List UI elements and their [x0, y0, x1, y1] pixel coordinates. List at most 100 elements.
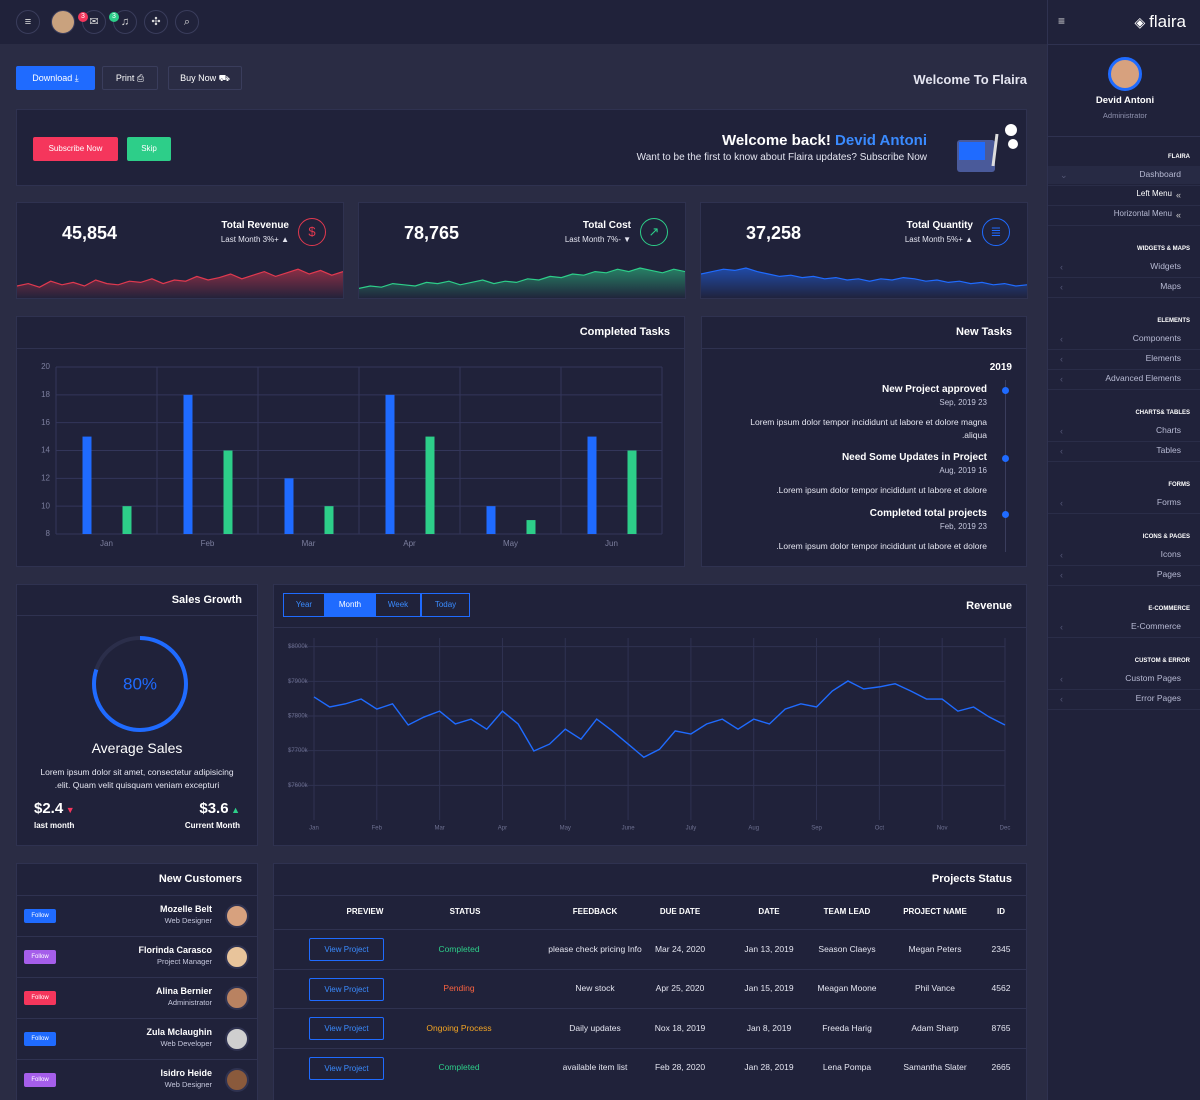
section-title: ICONS & PAGES: [1142, 534, 1190, 540]
menu-item[interactable]: Advanced Elements: [1105, 373, 1181, 383]
customer-role: Web Developer: [160, 1039, 212, 1049]
icon-button[interactable]: ♫: [113, 10, 137, 34]
button-label: Print: [115, 73, 135, 83]
chevron: ‹: [1060, 497, 1063, 508]
section-title: ELEMENTS: [1157, 318, 1190, 324]
badge: 3: [78, 12, 88, 22]
table-cell: Mar 24, 2020: [654, 943, 706, 954]
table-header: ID: [997, 907, 1005, 916]
sidebar-header-divider: [1047, 44, 1200, 45]
item-divider: [1048, 585, 1200, 586]
panel-title: New Customers: [158, 872, 242, 885]
avatar[interactable]: [51, 10, 75, 34]
task-date: Feb, 2019 23: [939, 522, 987, 531]
menu-item[interactable]: Dashboard: [1139, 169, 1181, 179]
chevron: ⌄: [1060, 169, 1068, 180]
view-project-button[interactable]: View Project: [309, 1017, 384, 1040]
customers-panel: [16, 863, 258, 1100]
icon-button[interactable]: ✣: [144, 10, 168, 34]
donut: 80%: [92, 636, 188, 732]
item-divider: [1048, 349, 1200, 350]
view-project-button[interactable]: View Project: [309, 977, 384, 1001]
follow-button[interactable]: Follow: [24, 1032, 56, 1046]
revenue-line: [313, 680, 1006, 759]
bubble: [1008, 139, 1018, 149]
button-label: Download: [32, 73, 73, 83]
sales-heading: Average Sales: [91, 740, 183, 756]
user-name: Devid Antoni: [835, 131, 927, 149]
menu-item[interactable]: Widgets: [1150, 261, 1181, 271]
row-divider: [273, 1008, 1027, 1009]
avatar: [225, 986, 249, 1010]
follow-button[interactable]: Follow: [24, 950, 56, 964]
donut-arc: [92, 636, 188, 732]
task-title: Completed total projects: [869, 508, 987, 519]
toolbar-button[interactable]: Print ⎙: [102, 66, 158, 90]
menu-item[interactable]: Custom Pages: [1125, 673, 1181, 683]
chevron: ‹: [1060, 281, 1063, 292]
customer-name: Isidro Heide: [160, 1067, 212, 1078]
row-divider: [16, 1059, 258, 1060]
chevron: ‹: [1060, 353, 1063, 364]
follow-button[interactable]: Follow: [24, 1073, 56, 1087]
item-divider: [1048, 369, 1200, 370]
bar: [425, 436, 435, 534]
chevron: ‹: [1060, 621, 1063, 632]
toolbar-button[interactable]: Buy Now ⛟: [168, 66, 242, 90]
toolbar-button[interactable]: Download ⤓: [16, 66, 95, 90]
stat-sub-text: Last Month 3%+: [220, 235, 279, 244]
menu-item[interactable]: Horizontal Menu: [1113, 209, 1172, 218]
bubble: [1005, 124, 1017, 136]
y-tick-label: 20: [41, 362, 50, 371]
bar: [526, 520, 536, 534]
timeline-line: [1005, 380, 1006, 552]
menu-item[interactable]: Components: [1132, 333, 1181, 343]
y-tick-label: $7600k: [288, 783, 309, 789]
menu-item[interactable]: Elements: [1145, 353, 1181, 363]
icon-button[interactable]: ✉: [82, 10, 106, 34]
menu-item[interactable]: Tables: [1156, 445, 1181, 455]
icon-button[interactable]: ≡: [16, 10, 40, 34]
chevron: ‹: [1060, 373, 1063, 384]
menu-item[interactable]: Icons: [1160, 549, 1181, 559]
panel-title: New Tasks: [955, 325, 1012, 338]
y-tick-label: 14: [41, 446, 50, 455]
menu-item[interactable]: Error Pages: [1135, 693, 1181, 703]
top-bar: [0, 0, 1047, 44]
icon-button[interactable]: ⌕: [175, 10, 199, 34]
tab[interactable]: Week: [375, 593, 421, 617]
stat-icon: ↗: [640, 218, 668, 246]
stat-sub-text: Last Month 7%-: [564, 235, 621, 244]
stat-label: Total Revenue: [221, 220, 289, 231]
x-tick-label: Jun: [605, 539, 618, 548]
follow-button[interactable]: Follow: [24, 991, 56, 1005]
item-divider: [1048, 297, 1200, 298]
table-cell: Phil Vance: [914, 983, 956, 994]
menu-item[interactable]: Forms: [1156, 497, 1181, 507]
tab[interactable]: Today: [421, 593, 470, 617]
menu-item[interactable]: Left Menu: [1136, 189, 1172, 198]
chevron: ‹: [1060, 425, 1063, 436]
menu-item[interactable]: Charts: [1155, 425, 1181, 435]
tab[interactable]: Month: [325, 593, 375, 617]
divider: [701, 348, 1027, 349]
customer-name: Zula Mclaughin: [146, 1026, 212, 1037]
skip-button[interactable]: Skip: [127, 137, 171, 161]
menu-item[interactable]: E-Commerce: [1130, 621, 1181, 631]
view-project-button[interactable]: View Project: [309, 1056, 384, 1080]
table-cell: Season Claeys: [818, 943, 876, 954]
sparkline: [359, 267, 685, 298]
subscribe-button[interactable]: Subscribe Now: [33, 137, 118, 161]
view-project-button[interactable]: View Project: [309, 938, 384, 961]
submenu-icon: «: [1175, 209, 1181, 220]
menu-item[interactable]: Maps: [1160, 281, 1181, 291]
task-date: Sep, 2019 23: [939, 398, 987, 407]
button-label: Buy Now: [180, 73, 217, 83]
item-divider: [1048, 441, 1200, 442]
tab[interactable]: Year: [283, 593, 325, 617]
table-header: STATUS: [449, 907, 481, 916]
menu-item[interactable]: Pages: [1156, 569, 1181, 579]
follow-button[interactable]: Follow: [24, 909, 56, 923]
sparkline: [701, 267, 1027, 298]
avatar: [225, 1068, 249, 1092]
